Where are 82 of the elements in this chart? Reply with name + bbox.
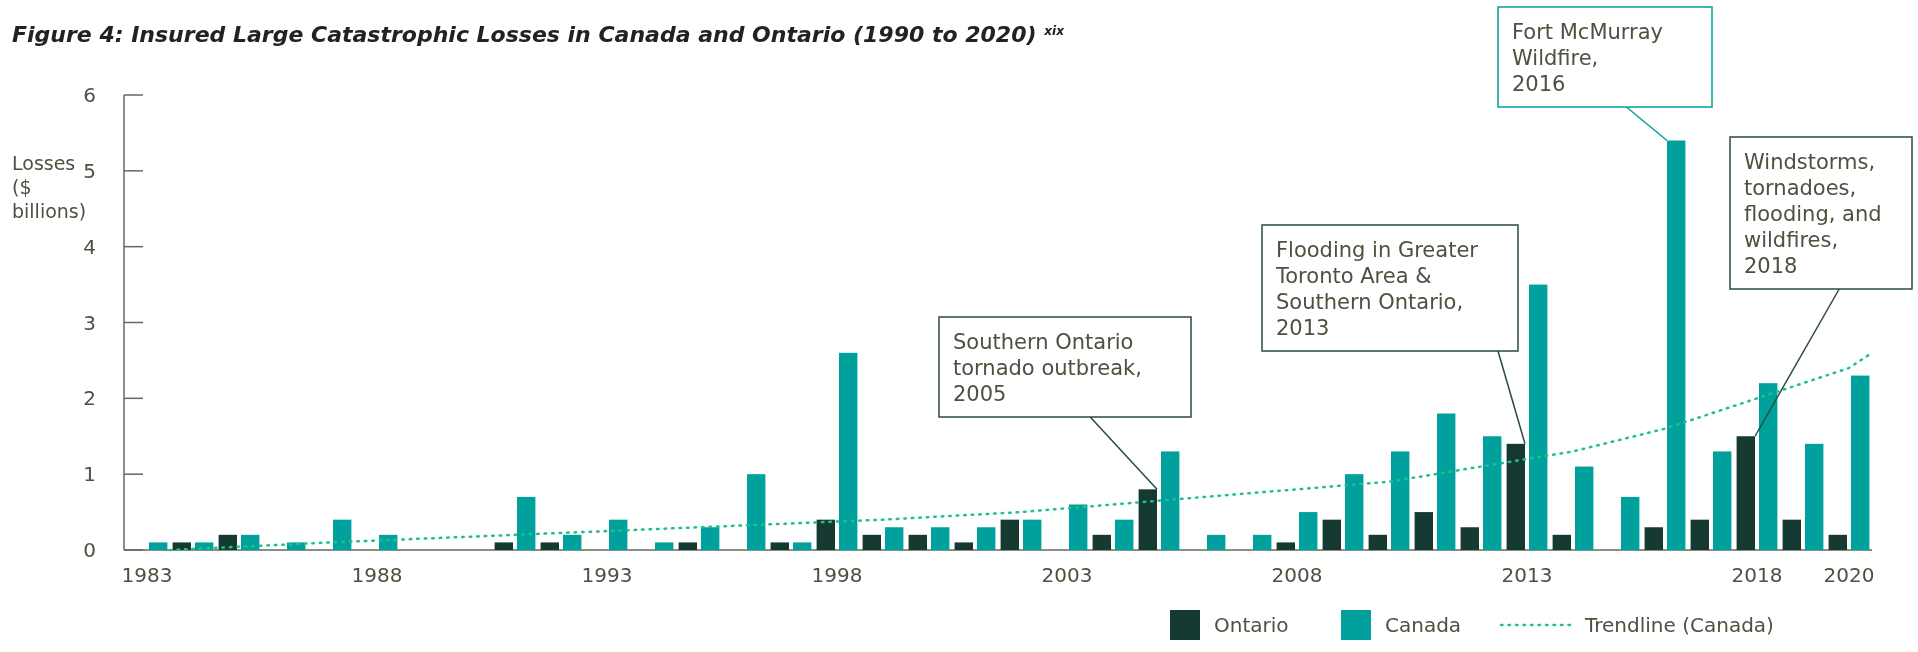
bar — [1414, 512, 1433, 550]
y-tick-label: 6 — [83, 83, 96, 107]
bar — [1138, 489, 1157, 550]
bar — [1460, 527, 1479, 550]
bar — [1345, 474, 1364, 550]
annotation: Southern Ontario tornado outbreak, 2005 — [953, 330, 1142, 406]
bar — [701, 527, 720, 550]
chart-title: Figure 4: Insured Large Catastrophic Losses in Canada and Ontario (1990 to 2020) $^{xix}$ — [12, 22, 1066, 47]
annotation: Windstorms, tornadoes, flooding, and wildfires, 2018 — [1744, 150, 1882, 278]
bar — [1391, 451, 1410, 550]
x-tick-label: 2018 — [1731, 563, 1783, 587]
bar — [1483, 436, 1502, 550]
bar — [1759, 383, 1778, 550]
bar — [517, 496, 536, 550]
bar — [1552, 534, 1571, 550]
bar — [954, 542, 973, 550]
x-tick-label: 1983 — [121, 563, 173, 587]
y-tick-label: 2 — [83, 386, 96, 411]
y-tick-label: 0 — [83, 538, 96, 562]
legend-label: Canada — [1385, 613, 1462, 637]
bar — [678, 542, 697, 550]
bar — [862, 534, 881, 550]
bar — [655, 542, 674, 550]
bar — [1437, 413, 1456, 550]
bar — [1506, 443, 1525, 550]
bar — [1207, 534, 1226, 550]
bar — [218, 534, 237, 550]
bar — [1161, 451, 1180, 550]
x-tick-label: 2013 — [1501, 563, 1553, 587]
bar — [1782, 519, 1801, 550]
bar — [1069, 504, 1088, 550]
bar — [563, 534, 582, 550]
annotation: Flooding in Greater Toronto Area & Southern Ontario, 2013 — [1275, 238, 1479, 340]
bar — [540, 542, 559, 550]
bar — [1851, 375, 1870, 550]
y-tick-label: 5 — [83, 158, 96, 183]
x-tick-label: 1988 — [351, 563, 403, 587]
bar — [1805, 443, 1824, 550]
bar — [1276, 542, 1295, 550]
bar — [770, 542, 789, 550]
bar — [793, 542, 812, 550]
bar — [1115, 519, 1134, 550]
bar — [494, 542, 513, 550]
bar — [931, 527, 950, 550]
bar — [1736, 436, 1755, 550]
x-tick-label: 1998 — [811, 563, 863, 587]
bar — [1690, 519, 1709, 550]
bar — [172, 542, 191, 550]
bar — [1322, 519, 1341, 550]
y-tick-label: 3 — [83, 310, 96, 335]
bar — [1368, 534, 1387, 550]
bar — [1667, 140, 1686, 550]
bar — [1828, 534, 1847, 550]
bar — [977, 527, 996, 550]
bar — [1644, 527, 1663, 550]
bar — [908, 534, 927, 550]
bar — [1092, 534, 1111, 550]
bar — [1299, 512, 1318, 550]
bar — [816, 519, 835, 550]
x-tick-label: 2008 — [1271, 563, 1323, 587]
legend-label: Trendline (Canada) — [1584, 613, 1774, 637]
bar — [1000, 519, 1019, 550]
bar — [1621, 496, 1640, 550]
x-tick-label: 1993 — [581, 563, 633, 587]
bar — [333, 519, 352, 550]
x-tick-label: 2020 — [1823, 563, 1875, 587]
bar — [839, 352, 858, 550]
bar — [149, 542, 168, 550]
y-tick-label: 4 — [83, 234, 96, 259]
bar — [1253, 534, 1272, 550]
x-tick-label: 2003 — [1041, 563, 1093, 587]
bar — [1713, 451, 1732, 550]
bar — [1023, 519, 1042, 550]
bar — [241, 534, 260, 550]
bar — [747, 474, 766, 550]
annotation: Fort McMurray Wildfire, 2016 — [1512, 20, 1664, 96]
bar — [885, 527, 904, 550]
y-tick-label: 1 — [83, 462, 96, 487]
bar — [609, 519, 628, 550]
bar — [1529, 284, 1548, 550]
bar — [1575, 466, 1594, 550]
legend-label: Ontario — [1214, 613, 1289, 637]
